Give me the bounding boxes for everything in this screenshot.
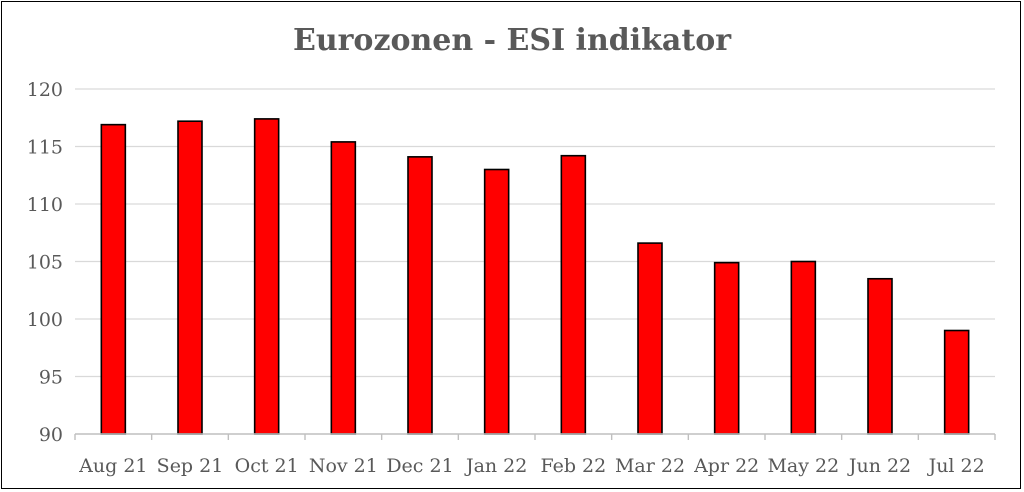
bar-aug-21	[100, 123, 127, 435]
bar-mar-22	[637, 242, 663, 435]
x-axis	[74, 433, 996, 440]
x-tick-label: Apr 22	[693, 455, 759, 477]
y-tick-label: 95	[39, 367, 63, 389]
bar-jan-22	[483, 168, 510, 435]
bar-oct-21	[253, 118, 280, 435]
bar-sep-21	[177, 120, 203, 435]
y-tick-label: 120	[27, 79, 63, 101]
y-tick-label: 110	[27, 194, 63, 216]
x-tick-label: Jun 22	[847, 455, 911, 477]
y-tick-label: 100	[27, 309, 63, 331]
bar-apr-22	[713, 261, 740, 435]
bar-feb-22	[560, 154, 587, 435]
x-tick-label: Mar 22	[615, 455, 685, 477]
x-tick-label: Jul 22	[927, 455, 985, 477]
x-tick-label: Aug 21	[78, 455, 147, 477]
chart-title: Eurozonen - ESI indikator	[293, 23, 732, 58]
bars	[100, 118, 970, 435]
x-tick-label: Nov 21	[309, 455, 378, 477]
gridlines	[75, 88, 995, 378]
bar-jun-22	[867, 277, 893, 435]
bar-nov-21	[330, 141, 357, 435]
y-tick-label: 90	[39, 424, 63, 446]
x-axis-tick-labels: Aug 21 Sep 21 Oct 21 Nov 21 Dec 21 Jan 22 Feb …	[78, 455, 985, 477]
y-axis-tick-labels: 90 95 100 105 110 115 120	[27, 79, 63, 446]
x-tick-label: Jan 22	[464, 455, 527, 477]
y-tick-label: 115	[27, 137, 63, 159]
x-tick-label: Sep 21	[157, 455, 224, 477]
bar-may-22	[790, 260, 817, 435]
x-tick-label: Oct 21	[235, 455, 299, 477]
y-tick-label: 105	[27, 252, 63, 274]
bar-jul-22	[943, 329, 970, 435]
x-tick-label: May 22	[767, 455, 839, 477]
bar-dec-21	[407, 156, 433, 435]
x-tick-label: Dec 21	[386, 455, 453, 477]
x-tick-label: Feb 22	[540, 455, 606, 477]
